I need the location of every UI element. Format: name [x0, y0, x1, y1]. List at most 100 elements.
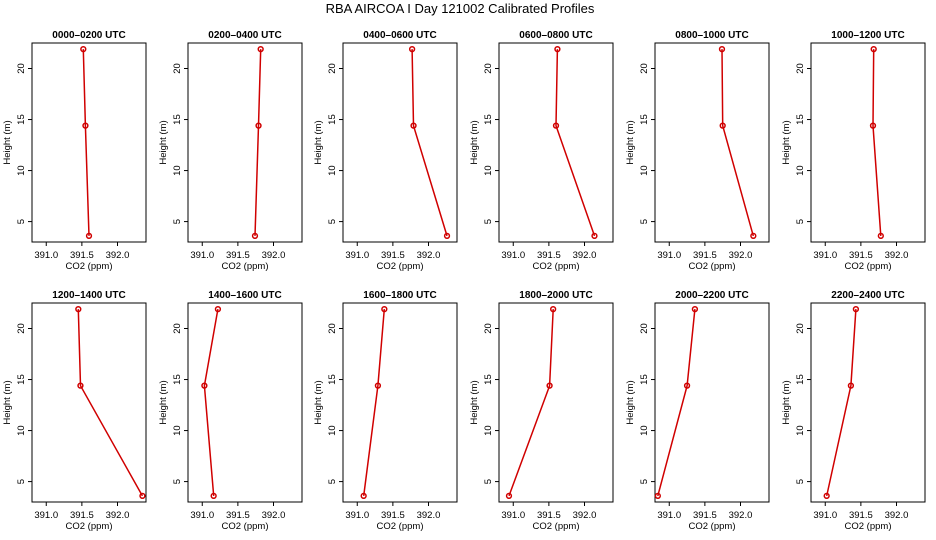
x-axis-label: CO2 (ppm): [845, 521, 892, 532]
y-tick-label: 20: [172, 323, 183, 334]
x-tick-label: 391.0: [190, 510, 214, 521]
x-tick-label: 391.5: [226, 510, 250, 521]
x-tick-label: 392.0: [262, 250, 286, 261]
profile-line: [721, 49, 755, 237]
y-tick-label: 10: [483, 425, 494, 436]
x-tick-label: 392.0: [106, 250, 130, 261]
y-tick-label: 5: [483, 219, 494, 224]
data-point: [408, 45, 416, 53]
data-point: [718, 45, 726, 53]
data-point: [360, 492, 367, 500]
x-tick-label: 391.0: [657, 510, 681, 521]
x-tick-label: 392.0: [573, 510, 597, 521]
data-point: [214, 305, 222, 313]
x-tick-label: 391.0: [813, 510, 837, 521]
chart-panel: 2200–2400 UTC 391.0 391.5 392.0 5 10 15 20 CO2 (…: [781, 290, 926, 532]
data-point: [546, 382, 553, 389]
x-tick-label: 392.0: [885, 250, 909, 261]
data-point: [552, 122, 560, 129]
y-tick-label: 15: [795, 114, 806, 125]
profile-line: [872, 49, 882, 236]
x-tick-label: 391.5: [70, 250, 94, 261]
y-axis-label: Height (m): [625, 120, 636, 164]
data-point: [683, 382, 691, 389]
x-tick-label: 391.5: [226, 250, 250, 261]
panel-title: 0400–0600 UTC: [363, 30, 436, 41]
data-point: [750, 232, 757, 240]
data-point: [870, 45, 877, 53]
y-tick-label: 10: [483, 165, 494, 176]
y-tick-label: 10: [16, 425, 27, 436]
x-tick-label: 392.0: [729, 250, 753, 261]
y-tick-label: 10: [16, 165, 27, 176]
y-tick-label: 5: [172, 219, 183, 224]
x-axis-label: CO2 (ppm): [377, 261, 424, 272]
panel-title: 0200–0400 UTC: [208, 30, 281, 41]
data-point: [77, 382, 84, 389]
x-tick-label: 391.0: [190, 250, 214, 261]
data-point: [847, 382, 855, 389]
data-point: [505, 492, 513, 500]
chart-panel: 0800–1000 UTC 391.0 391.5 392.0 5 10 15 20 CO2 (…: [625, 30, 770, 272]
y-tick-label: 20: [639, 63, 650, 74]
y-tick-label: 15: [639, 114, 650, 125]
x-tick-label: 391.5: [849, 510, 873, 521]
data-point: [410, 122, 417, 129]
y-tick-label: 15: [795, 374, 806, 385]
x-tick-label: 391.5: [849, 250, 873, 261]
y-axis-label: Height (m): [313, 120, 324, 164]
y-tick-label: 20: [327, 63, 338, 74]
x-tick-label: 391.0: [34, 250, 58, 261]
data-point: [550, 305, 557, 313]
data-point: [691, 305, 699, 313]
profile-line: [411, 49, 448, 237]
plot-frame: [31, 302, 147, 503]
chart-panel: 1000–1200 UTC 391.0 391.5 392.0 5 10 15 20 CO2 (…: [781, 30, 926, 272]
chart-panel: 1400–1600 UTC 391.0 391.5 392.0 5 10 15 20 CO2 (…: [158, 290, 303, 532]
data-point: [443, 232, 451, 240]
plot-frame: [31, 42, 147, 243]
x-tick-label: 392.0: [885, 510, 909, 521]
data-point: [823, 492, 830, 500]
panel-title: 1400–1600 UTC: [208, 290, 281, 301]
x-tick-label: 391.5: [70, 510, 94, 521]
panel-title: 0600–0800 UTC: [519, 30, 592, 41]
x-axis-label: CO2 (ppm): [533, 521, 580, 532]
profile-line: [825, 309, 857, 497]
x-axis-label: CO2 (ppm): [689, 261, 736, 272]
y-tick-label: 15: [16, 374, 27, 385]
x-axis-label: CO2 (ppm): [377, 521, 424, 532]
y-axis-label: Height (m): [158, 120, 169, 164]
panel-title: 0800–1000 UTC: [675, 30, 748, 41]
profile-line: [657, 309, 696, 497]
y-tick-label: 5: [795, 479, 806, 484]
data-point: [257, 45, 264, 53]
y-tick-label: 10: [639, 165, 650, 176]
data-point: [852, 305, 860, 313]
chart-panel: 1600–1800 UTC 391.0 391.5 392.0 5 10 15 20 CO2 (…: [313, 290, 458, 532]
data-point: [139, 492, 146, 500]
y-tick-label: 20: [16, 323, 27, 334]
panel-title: 2200–2400 UTC: [831, 290, 904, 301]
profile-line: [82, 49, 90, 236]
panel-title: 0000–0200 UTC: [52, 30, 125, 41]
x-axis-label: CO2 (ppm): [222, 261, 269, 272]
x-tick-label: 391.0: [657, 250, 681, 261]
y-tick-label: 15: [483, 374, 494, 385]
data-point: [85, 232, 93, 240]
chart-panel: 0400–0600 UTC 391.0 391.5 392.0 5 10 15 20 CO2 (…: [313, 30, 458, 272]
data-point: [80, 45, 87, 53]
y-tick-label: 15: [327, 114, 338, 125]
x-tick-label: 391.0: [813, 250, 837, 261]
data-point: [201, 382, 208, 389]
plot-frame: [187, 42, 303, 243]
y-axis-label: Height (m): [2, 380, 13, 424]
x-tick-label: 391.5: [537, 510, 561, 521]
x-tick-label: 391.0: [501, 510, 525, 521]
profile-line: [203, 308, 219, 496]
data-point: [554, 45, 561, 53]
chart-panel: 2000–2200 UTC 391.0 391.5 392.0 5 10 15 20 CO2 (…: [625, 290, 770, 532]
panel-title: 1800–2000 UTC: [519, 290, 592, 301]
chart-panel: 0200–0400 UTC 391.0 391.5 392.0 5 10 15 20 CO2 (…: [158, 30, 303, 272]
plot-frame: [810, 302, 926, 503]
